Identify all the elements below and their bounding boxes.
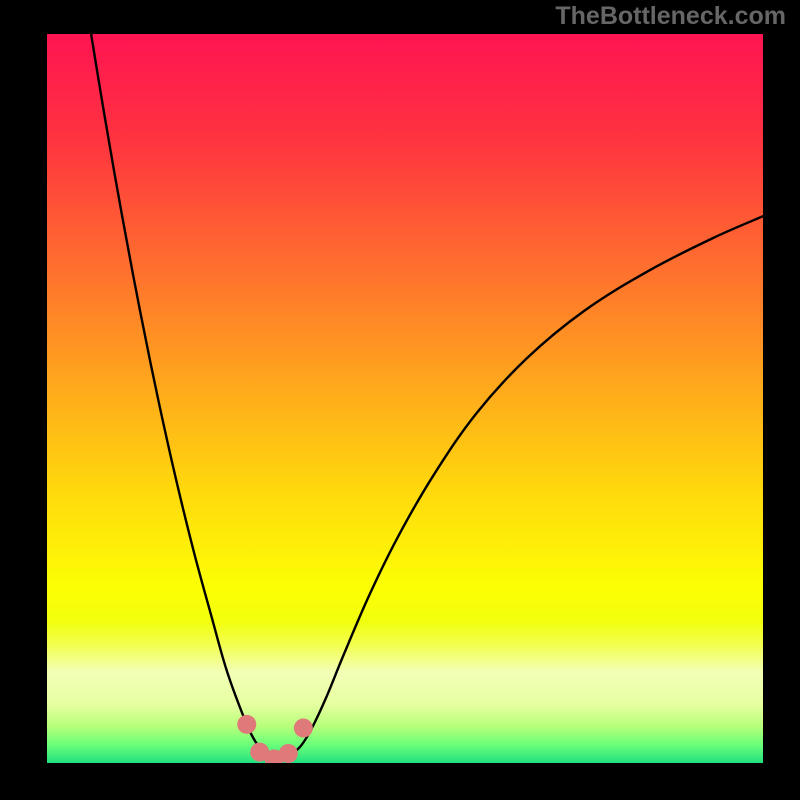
marker-dot xyxy=(237,715,256,734)
marker-dot xyxy=(294,719,313,738)
right-curve xyxy=(273,216,763,759)
marker-dot xyxy=(279,744,298,763)
watermark-text: TheBottleneck.com xyxy=(555,2,786,31)
plot-area xyxy=(47,34,763,763)
left-curve xyxy=(86,34,272,759)
curve-layer xyxy=(47,34,763,763)
